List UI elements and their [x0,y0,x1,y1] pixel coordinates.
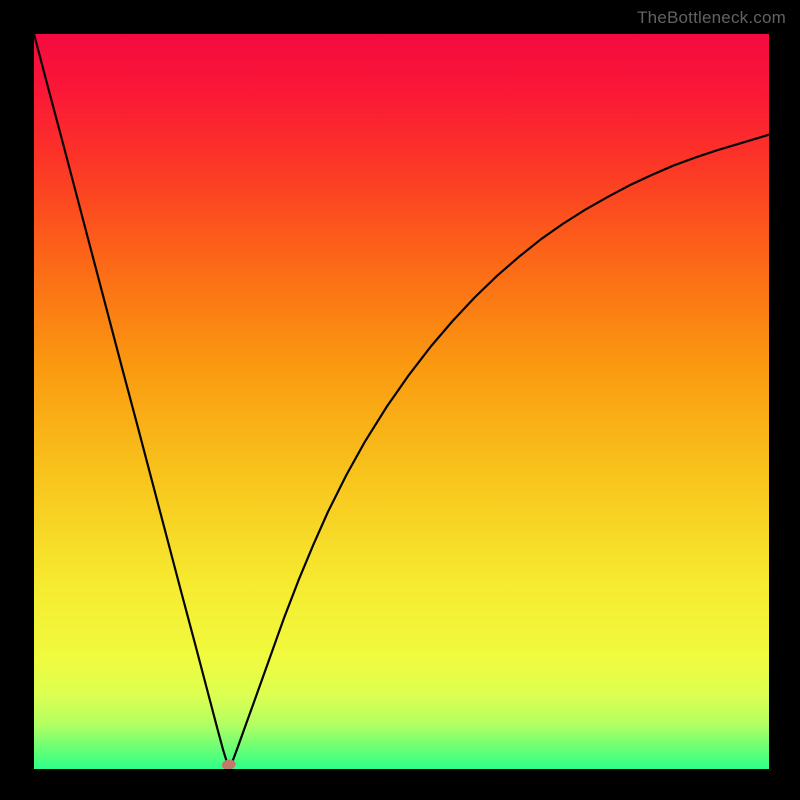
chart-outer-frame: TheBottleneck.com [0,0,800,800]
watermark-text: TheBottleneck.com [637,8,786,28]
chart-plot-area [34,34,769,769]
chart-background [34,34,769,769]
bottleneck-curve-chart [34,34,769,769]
